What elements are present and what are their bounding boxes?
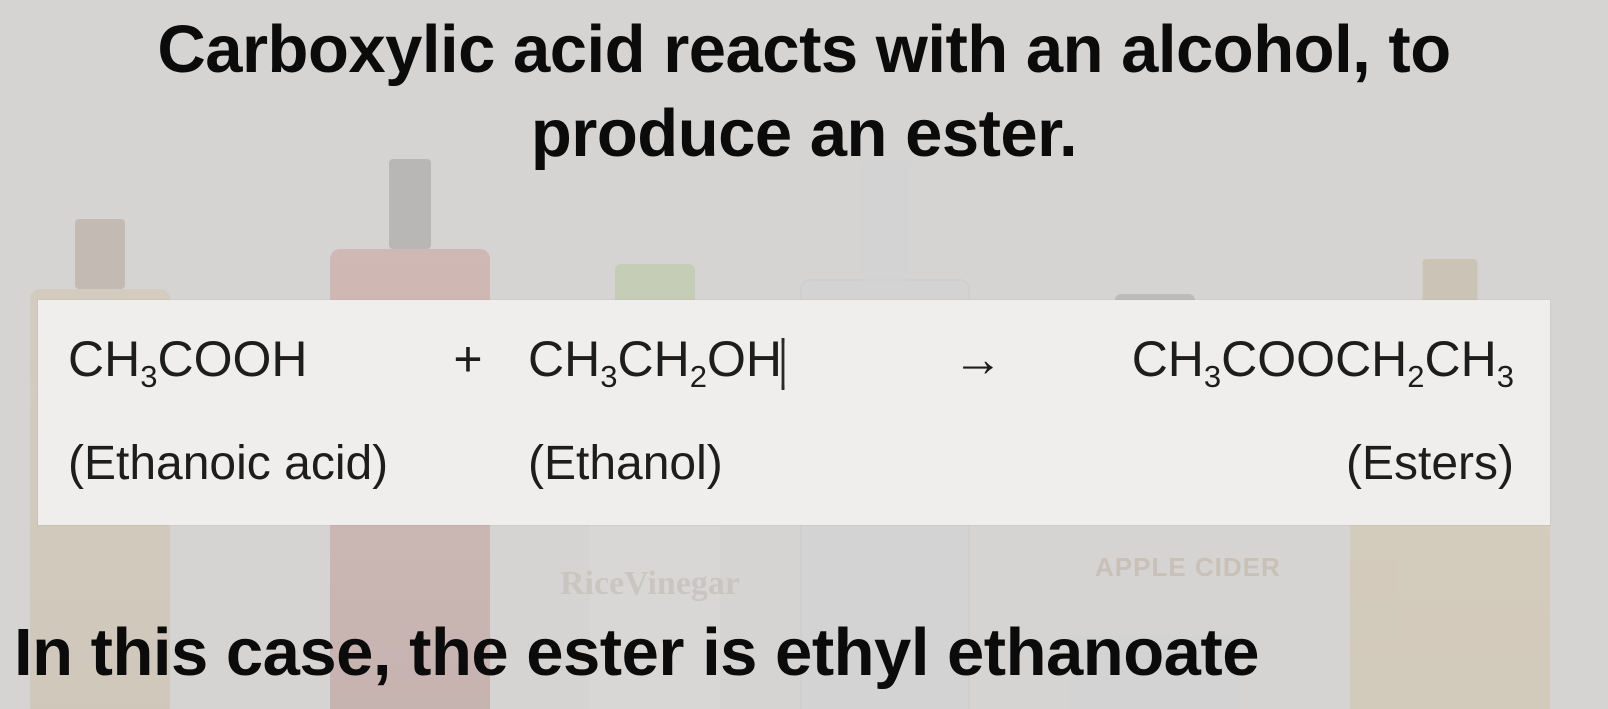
equation-box: CH3COOH + CH3CH2OH → CH3COOCH2CH3 (Ethan…	[38, 300, 1550, 525]
title-line-1: Carboxylic acid reacts with an alcohol, …	[12, 8, 1596, 92]
reactant-2-formula: CH3CH2OH	[528, 330, 898, 388]
product-label: (Esters)	[1048, 436, 1520, 491]
slide-title: Carboxylic acid reacts with an alcohol, …	[0, 0, 1608, 176]
product-formula: CH3COOCH2CH3	[1058, 330, 1520, 388]
slide-footer: In this case, the ester is ethyl ethanoa…	[0, 614, 1608, 691]
plus-operator: +	[408, 330, 528, 388]
equation-labels: (Ethanoic acid) (Ethanol) (Esters)	[68, 436, 1520, 491]
reactant-2-label: (Ethanol)	[528, 436, 1048, 491]
title-line-2: produce an ester.	[12, 92, 1596, 176]
reaction-arrow: →	[898, 330, 1058, 388]
reactant-1-label: (Ethanoic acid)	[68, 436, 528, 491]
equation-row: CH3COOH + CH3CH2OH → CH3COOCH2CH3	[68, 330, 1520, 388]
reactant-2-formula-text: CH3CH2OH	[528, 330, 782, 388]
slide-content: Carboxylic acid reacts with an alcohol, …	[0, 0, 1608, 709]
reactant-1-formula: CH3COOH	[68, 330, 408, 388]
